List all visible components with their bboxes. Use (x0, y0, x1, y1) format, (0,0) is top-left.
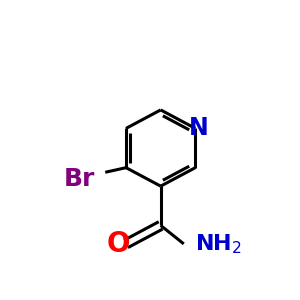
Text: N: N (189, 116, 209, 140)
Text: Br: Br (64, 167, 95, 191)
Text: O: O (106, 230, 130, 258)
Text: NH$_2$: NH$_2$ (195, 232, 242, 256)
